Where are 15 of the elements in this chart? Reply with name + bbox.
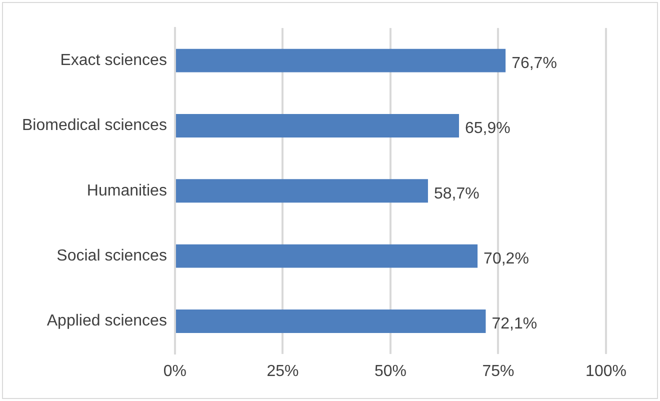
y-tick-label: Applied sciences [46, 312, 167, 330]
x-tick-label: 100% [586, 362, 626, 380]
x-tick-label: 0% [163, 362, 187, 380]
data-label: 76,7% [512, 54, 557, 72]
x-tick-label: 75% [482, 362, 514, 380]
data-label: 72,1% [492, 316, 538, 333]
data-label: 70,2% [484, 250, 529, 268]
y-tick-label: Biomedical sciences [22, 117, 167, 134]
x-tick-label: 50% [374, 362, 406, 380]
y-tick-label: Humanities [86, 182, 167, 200]
y-tick-label: Exact sciences [60, 52, 167, 69]
x-tick-label: 25% [266, 362, 299, 380]
y-tick-label: Social sciences [56, 247, 167, 264]
data-label: 58,7% [434, 185, 480, 202]
data-label: 65,9% [465, 120, 510, 138]
